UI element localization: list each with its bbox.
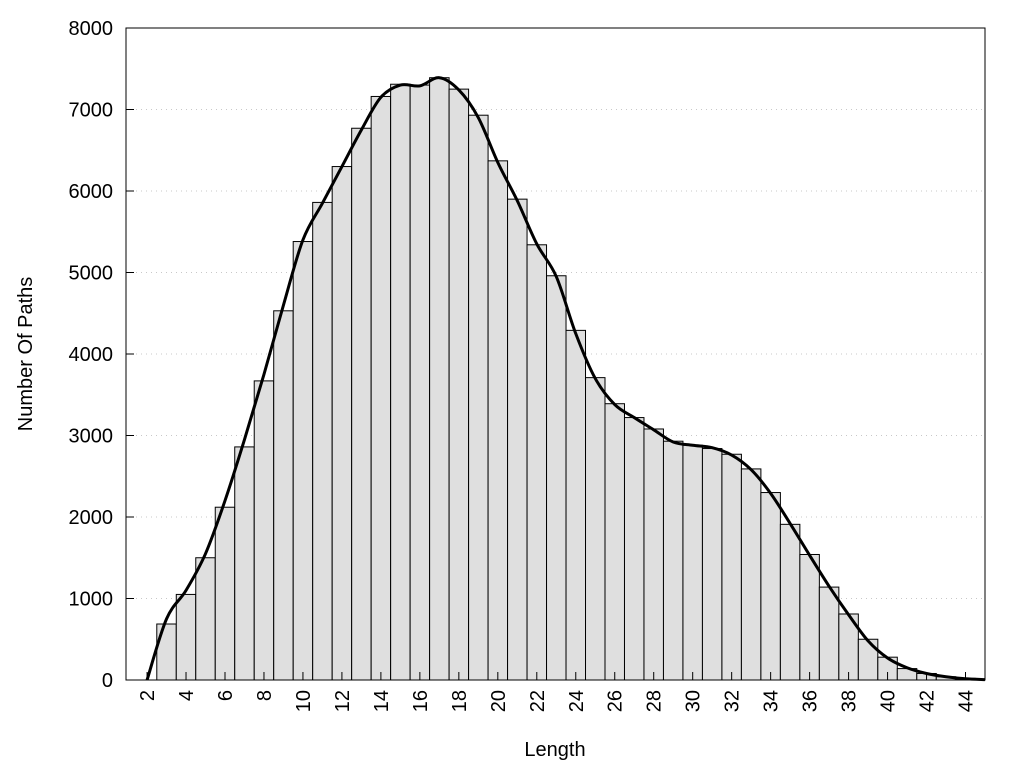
- y-axis-label: Number Of Paths: [15, 277, 37, 432]
- bar: [312, 201, 333, 681]
- x-tick-label: 38: [839, 690, 861, 712]
- bar: [682, 444, 703, 681]
- bar: [195, 557, 216, 681]
- bar: [662, 440, 684, 681]
- bar: [429, 77, 450, 681]
- bar: [818, 586, 840, 681]
- x-tick-label: 8: [254, 690, 276, 701]
- x-tick-label: 24: [566, 690, 588, 712]
- y-tick-label: 6000: [69, 181, 114, 203]
- x-tick-label: 20: [488, 690, 510, 712]
- bar: [760, 492, 781, 681]
- y-tick-label: 3000: [69, 426, 114, 448]
- x-tick-label: 14: [371, 690, 393, 712]
- bar: [273, 310, 294, 681]
- bar: [799, 553, 820, 681]
- bar: [604, 403, 625, 681]
- x-axis-label: Length: [524, 739, 585, 761]
- x-tick-label: 18: [449, 690, 471, 712]
- x-tick-label: 4: [176, 690, 198, 701]
- x-tick-label: 40: [878, 690, 900, 712]
- y-axis: 0 1000 2000 3000 4000 5000 6000 7000 8000: [69, 18, 134, 692]
- y-tick-label: 8000: [69, 18, 114, 40]
- y-tick-label: 2000: [69, 507, 114, 529]
- x-tick-label: 12: [332, 690, 354, 712]
- x-tick-label: 2: [137, 690, 159, 701]
- bar: [331, 166, 353, 681]
- bar: [740, 468, 762, 681]
- y-tick-label: 7000: [69, 100, 114, 122]
- x-tick-label: 44: [956, 690, 978, 712]
- y-tick-label: 0: [102, 670, 113, 692]
- bar: [214, 506, 236, 681]
- bar: [643, 428, 664, 681]
- y-tick-label: 5000: [69, 263, 114, 285]
- x-tick-label: 30: [683, 690, 705, 712]
- x-tick-label: 34: [761, 690, 783, 712]
- x-tick-label: 6: [215, 690, 237, 701]
- x-tick-label: 32: [722, 690, 744, 712]
- bar: [526, 244, 548, 681]
- x-tick-label: 10: [293, 690, 315, 712]
- x-tick-label: 22: [527, 690, 549, 712]
- bar: [390, 83, 411, 681]
- bar: [156, 623, 177, 681]
- bar: [253, 380, 275, 681]
- bar: [721, 453, 742, 681]
- bar: [779, 523, 801, 681]
- bars: [156, 77, 976, 681]
- bar: [175, 593, 197, 681]
- bar: [623, 417, 645, 681]
- bar: [487, 160, 509, 681]
- x-tick-label: 42: [917, 690, 939, 712]
- x-tick-label: 16: [410, 690, 432, 712]
- y-tick-label: 1000: [69, 589, 114, 611]
- bar: [468, 114, 489, 681]
- x-tick-label: 26: [605, 690, 627, 712]
- bar: [292, 241, 314, 681]
- bar: [857, 638, 879, 681]
- bar: [701, 448, 723, 681]
- bar: [234, 446, 255, 681]
- y-tick-label: 4000: [69, 344, 114, 366]
- bar: [409, 84, 431, 681]
- gridlines: [126, 109, 985, 599]
- bar: [448, 88, 470, 681]
- bar: [507, 198, 528, 681]
- x-tick-label: 36: [800, 690, 822, 712]
- bar: [351, 127, 372, 681]
- bar: [585, 377, 606, 681]
- bar: [370, 95, 392, 681]
- density-curve: [145, 76, 986, 682]
- bar: [546, 275, 567, 681]
- bar: [565, 329, 587, 681]
- x-tick-label: 28: [644, 690, 666, 712]
- x-axis: 2 4 6 8 10 12 14 16 18 20 22 24 26 28 30 32 34 36 38 40 42 44: [137, 672, 978, 712]
